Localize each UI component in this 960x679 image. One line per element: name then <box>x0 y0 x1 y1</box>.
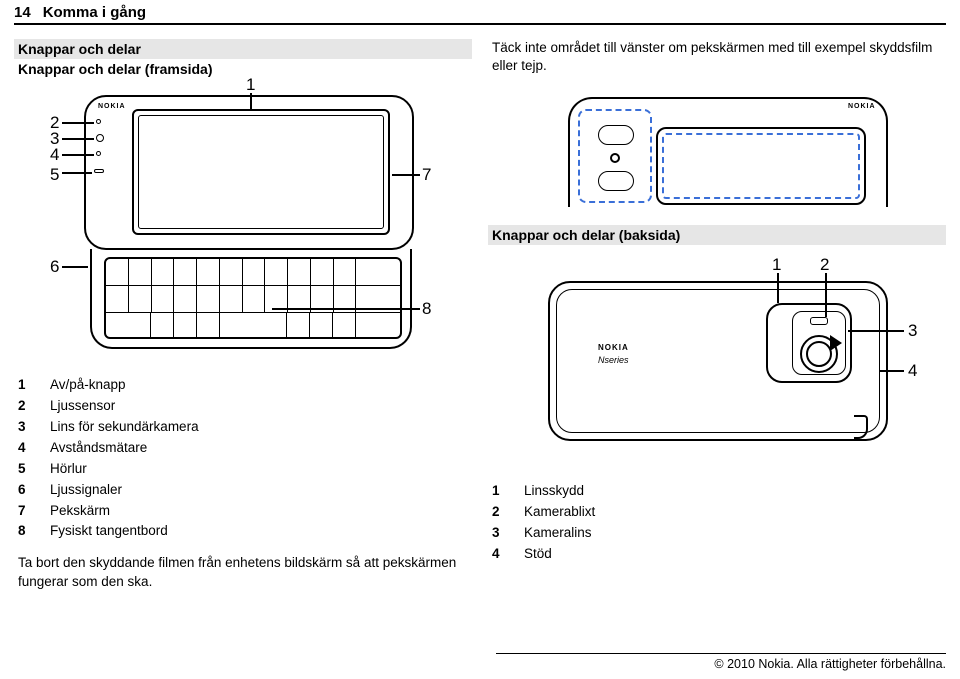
legend-label: Kameralins <box>524 523 592 544</box>
right-intro: Täck inte området till vänster om pekskä… <box>488 39 946 85</box>
front-device-figure: NOKIA 1 2 3 4 5 6 <box>14 89 454 369</box>
legend-row: 1Linsskydd <box>492 481 942 502</box>
legend-label: Avståndsmätare <box>50 438 147 459</box>
callout-6: 6 <box>50 257 59 277</box>
legend-label: Kamerablixt <box>524 502 595 523</box>
slide-arrow-icon <box>830 335 842 351</box>
legend-row: 3Lins för sekundärkamera <box>18 417 468 438</box>
legend-row: 4Stöd <box>492 544 942 565</box>
back-callout-4: 4 <box>908 361 917 381</box>
legend-row: 2Ljussensor <box>18 396 468 417</box>
front-note: Ta bort den skyddande filmen från enhete… <box>14 554 472 600</box>
back-device-figure: NOKIA Nseries 1 2 3 4 <box>488 255 928 475</box>
legend-label: Stöd <box>524 544 552 565</box>
page-title: Komma i gång <box>43 4 146 21</box>
callout-5: 5 <box>50 165 59 185</box>
sub-heading-front: Knappar och delar (framsida) <box>14 61 472 83</box>
legend-label: Ljussensor <box>50 396 115 417</box>
camera-dot <box>96 134 104 142</box>
legend-row: 8Fysiskt tangentbord <box>18 521 468 542</box>
back-callout-1: 1 <box>772 255 781 275</box>
legend-label: Ljussignaler <box>50 480 122 501</box>
callout-4: 4 <box>50 145 59 165</box>
callout-1: 1 <box>246 75 255 95</box>
sensor-oval <box>598 125 634 145</box>
sensor-area-figure: NOKIA <box>488 93 928 213</box>
footer-copyright: © 2010 Nokia. Alla rättigheter förbehåll… <box>496 653 946 671</box>
legend-row: 6Ljussignaler <box>18 480 468 501</box>
left-column: Knappar och delar Knappar och delar (fra… <box>14 39 472 601</box>
legend-label: Av/på-knapp <box>50 375 126 396</box>
keyboard <box>104 257 402 339</box>
section-heading-front: Knappar och delar <box>14 39 472 59</box>
back-legend: 1Linsskydd 2Kamerablixt 3Kameralins 4Stö… <box>488 475 946 571</box>
legend-label: Linsskydd <box>524 481 584 502</box>
dashed-area-screen <box>662 133 860 199</box>
earpiece-lozenge <box>94 169 104 173</box>
content-columns: Knappar och delar Knappar och delar (fra… <box>0 25 960 615</box>
nokia-logo: NOKIA <box>98 103 126 110</box>
legend-row: 7Pekskärm <box>18 501 468 522</box>
legend-row: 4Avståndsmätare <box>18 438 468 459</box>
legend-row: 2Kamerablixt <box>492 502 942 523</box>
page-header: 14 Komma i gång <box>14 0 946 25</box>
right-column: Täck inte området till vänster om pekskä… <box>488 39 946 601</box>
sensor-dot <box>96 119 101 124</box>
legend-label: Lins för sekundärkamera <box>50 417 199 438</box>
callout-8: 8 <box>422 299 431 319</box>
nokia-logo: NOKIA <box>848 103 910 110</box>
legend-label: Pekskärm <box>50 501 110 522</box>
legend-label: Hörlur <box>50 459 87 480</box>
nokia-logo-back: NOKIA <box>598 343 629 352</box>
legend-row: 5Hörlur <box>18 459 468 480</box>
page-number: 14 <box>14 4 31 21</box>
camera-flash <box>810 317 828 325</box>
legend-label: Fysiskt tangentbord <box>50 521 168 542</box>
back-callout-3: 3 <box>908 321 917 341</box>
section-heading-back: Knappar och delar (baksida) <box>488 225 946 245</box>
front-legend: 1Av/på-knapp 2Ljussensor 3Lins för sekun… <box>14 369 472 548</box>
legend-row: 1Av/på-knapp <box>18 375 468 396</box>
callout-7: 7 <box>422 165 431 185</box>
device-screen-inner <box>138 115 384 229</box>
legend-row: 3Kameralins <box>492 523 942 544</box>
back-callout-2: 2 <box>820 255 829 275</box>
proximity-dot <box>96 151 101 156</box>
sensor-oval-2 <box>598 171 634 191</box>
nseries-text: Nseries <box>598 355 629 365</box>
